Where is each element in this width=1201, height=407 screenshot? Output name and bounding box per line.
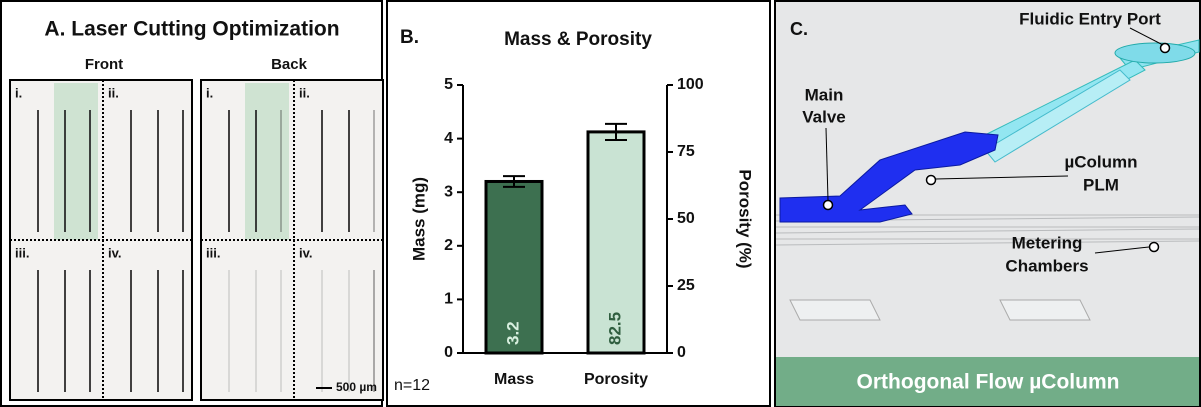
callout: Valve bbox=[802, 107, 846, 126]
callout: Main bbox=[805, 85, 844, 104]
banner bbox=[776, 357, 1199, 406]
quadrant-label: iv. bbox=[108, 245, 122, 260]
quadrant-label: ii. bbox=[108, 85, 119, 100]
valve bbox=[779, 131, 999, 223]
callout: µColumn bbox=[1064, 152, 1137, 171]
y-tick-label: 4 bbox=[444, 130, 453, 147]
chart-title: Mass & Porosity bbox=[504, 29, 652, 50]
channel bbox=[984, 69, 1131, 163]
error-bar bbox=[503, 175, 525, 188]
panel-label: C. bbox=[790, 19, 808, 39]
y-tick-label: 0 bbox=[444, 344, 453, 361]
y-tick-label: 5 bbox=[444, 76, 453, 93]
y2-axis-title: Porosity (%) bbox=[736, 169, 755, 268]
bar bbox=[484, 179, 544, 355]
column-label: Front bbox=[85, 56, 123, 73]
channel-outline bbox=[775, 240, 1200, 246]
quadrant-label: iii. bbox=[206, 245, 220, 260]
callout-line bbox=[1094, 246, 1150, 254]
callout-dot bbox=[1159, 42, 1171, 54]
channel-outline bbox=[775, 228, 1200, 234]
y2-tick-label: 50 bbox=[677, 210, 695, 227]
highlight bbox=[54, 83, 98, 240]
data-label: 3.2 bbox=[503, 321, 522, 345]
quadrant-label: ii. bbox=[299, 85, 310, 100]
y2-tick-label: 25 bbox=[677, 277, 695, 294]
callout-dot bbox=[822, 199, 834, 211]
callout-line bbox=[934, 175, 1069, 180]
callout-line bbox=[1129, 27, 1164, 46]
scale-bar-label: 500 µm bbox=[336, 380, 377, 394]
error-bar bbox=[605, 122, 627, 141]
data-label: 82.5 bbox=[605, 312, 624, 345]
y2-tick-label: 75 bbox=[677, 143, 695, 160]
quadrant-label: iv. bbox=[299, 245, 313, 260]
callout-dot bbox=[925, 174, 937, 186]
chamber bbox=[999, 299, 1091, 321]
y-tick-label: 3 bbox=[444, 183, 453, 200]
quadrant-label: i. bbox=[15, 85, 22, 100]
callout: PLM bbox=[1083, 175, 1119, 194]
callout: Metering bbox=[1012, 233, 1083, 252]
sample-size: n=12 bbox=[394, 377, 430, 394]
panel-label: B. bbox=[400, 27, 419, 48]
quadrant-label: iii. bbox=[15, 245, 29, 260]
callout: Fluidic Entry Port bbox=[1019, 9, 1161, 28]
y-tick-label: 2 bbox=[444, 237, 453, 254]
highlight bbox=[245, 83, 289, 240]
entry-port bbox=[1114, 42, 1196, 64]
decorations bbox=[9, 27, 1200, 401]
y2-tick-label: 100 bbox=[677, 76, 704, 93]
x-tick-label: Porosity bbox=[584, 371, 648, 388]
panel-a-title: A. Laser Cutting Optimization bbox=[44, 18, 339, 41]
x-tick-label: Mass bbox=[494, 371, 534, 388]
callout-line bbox=[825, 127, 829, 201]
callout-dot bbox=[1148, 241, 1160, 253]
quadrant-label: i. bbox=[206, 85, 213, 100]
panel-b-frame bbox=[386, 0, 771, 407]
y-tick-label: 1 bbox=[444, 291, 453, 308]
callout: Chambers bbox=[1005, 256, 1088, 275]
chamber bbox=[789, 299, 881, 321]
y2-tick-label: 0 bbox=[677, 344, 686, 361]
bar bbox=[586, 130, 646, 355]
column-label: Back bbox=[271, 56, 308, 73]
y-axis-title: Mass (mg) bbox=[409, 177, 428, 261]
banner-text: Orthogonal Flow µColumn bbox=[857, 371, 1120, 394]
